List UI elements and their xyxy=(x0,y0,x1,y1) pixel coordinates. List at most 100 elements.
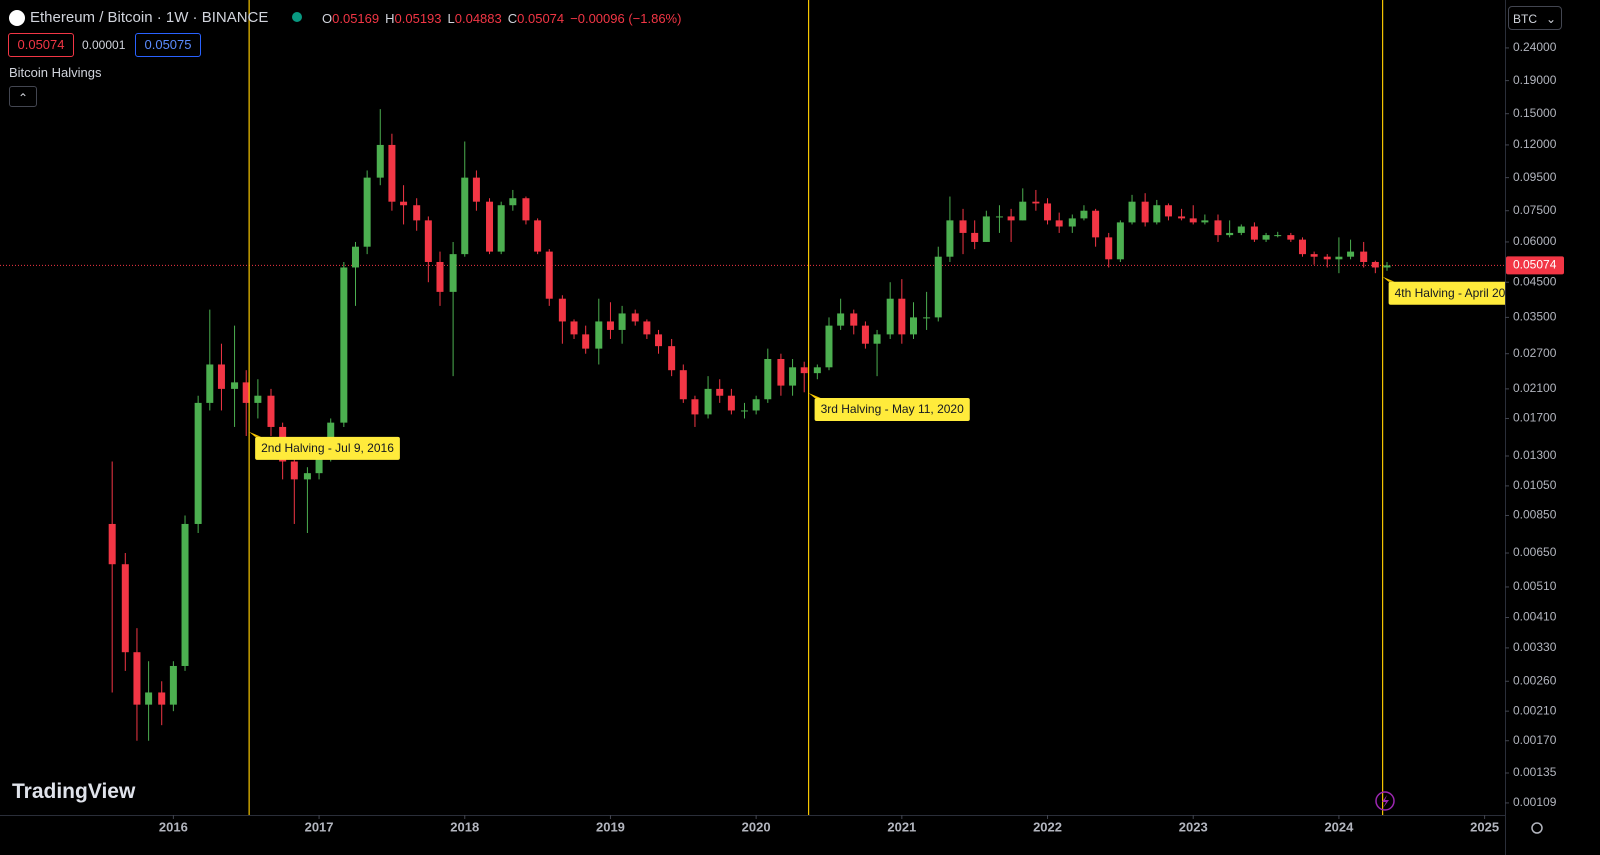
indicator-name[interactable]: Bitcoin Halvings xyxy=(9,65,102,80)
axes: 0.24000 0.19000 0.15000 0.12000 0.09500 0.075… xyxy=(159,40,1564,834)
candle-body xyxy=(1323,256,1331,260)
annotation-box xyxy=(814,397,970,421)
y-tick-label: 0.00170 xyxy=(1513,733,1557,747)
y-tick-label: 0.01700 xyxy=(1513,411,1557,425)
symbol-title[interactable]: Ethereum / Bitcoin · 1W · BINANCE xyxy=(30,9,269,26)
y-tick-label: 0.00330 xyxy=(1513,640,1557,654)
candle-body xyxy=(486,201,494,252)
candle-body xyxy=(1044,203,1052,221)
sell-button[interactable]: 0.05074 xyxy=(8,33,74,57)
y-tick-label: 0.00510 xyxy=(1513,579,1557,593)
last-price-label: 0.05074 xyxy=(1513,258,1557,272)
candle-body xyxy=(1019,201,1027,221)
candle-body xyxy=(145,692,153,705)
status-dot xyxy=(292,12,302,22)
candle-body xyxy=(982,216,990,242)
candle-body xyxy=(217,364,225,389)
annotation-label: 2nd Halving - Jul 9, 2016 xyxy=(261,441,394,455)
candle-body xyxy=(388,144,396,202)
candle-body xyxy=(1092,210,1100,238)
candle-body xyxy=(121,564,129,653)
candle-body xyxy=(971,232,979,242)
y-tick-label: 0.00850 xyxy=(1513,508,1557,522)
candle-body xyxy=(1274,235,1282,237)
candle-body xyxy=(1237,226,1245,233)
candle-body xyxy=(959,220,967,233)
candle-body xyxy=(108,523,116,565)
y-tick-label: 0.04500 xyxy=(1513,274,1557,288)
candle-body xyxy=(789,367,797,386)
candle-body xyxy=(181,523,189,666)
ohlc-value: 0.05074 xyxy=(517,11,565,26)
candle-body xyxy=(1371,261,1379,268)
candle-body xyxy=(545,251,553,299)
candle-body xyxy=(1335,256,1343,260)
currency-select[interactable]: BTC ⌄ xyxy=(1508,6,1562,30)
dropdown-arrow: ⌄ xyxy=(1545,12,1556,26)
x-tick-label: 2024 xyxy=(1324,819,1354,834)
candle-body xyxy=(606,321,614,330)
y-tick-label: 0.15000 xyxy=(1513,106,1557,120)
buy-button[interactable]: 0.05075 xyxy=(135,33,201,57)
candle-body xyxy=(133,652,141,705)
candle-body xyxy=(643,321,651,335)
candle-body xyxy=(691,399,699,415)
candle-body xyxy=(837,313,845,326)
settings-icon[interactable] xyxy=(1531,822,1543,834)
x-tick-label: 2018 xyxy=(450,819,479,834)
candle-body xyxy=(1262,235,1270,240)
candle-body xyxy=(946,220,954,257)
x-tick-label: 2025 xyxy=(1470,819,1499,834)
candle-body xyxy=(752,399,760,411)
candle-body xyxy=(1310,254,1318,257)
plot-area: 2nd Halving - Jul 9, 2016 3rd Halving - M… xyxy=(0,0,1505,815)
y-tick-label: 0.03500 xyxy=(1513,310,1557,324)
candle-body xyxy=(1250,226,1258,240)
candle-body xyxy=(1214,220,1222,236)
y-tick-label: 0.00260 xyxy=(1513,673,1557,687)
candle-body xyxy=(558,298,566,322)
logo: TradingView xyxy=(12,780,136,803)
candle-body xyxy=(267,395,275,427)
candle-body xyxy=(1360,251,1368,262)
candle-body xyxy=(679,370,687,400)
x-tick-label: 2016 xyxy=(159,819,188,834)
candle-body xyxy=(1298,239,1306,255)
last-price-box xyxy=(1506,256,1564,275)
ohlc-value: 0.04883 xyxy=(454,11,502,26)
candle-body xyxy=(1287,235,1295,240)
candle-body xyxy=(1128,201,1136,223)
alert-bolt xyxy=(1382,795,1389,808)
alert-icon[interactable] xyxy=(1375,791,1395,811)
candle-body xyxy=(315,456,323,474)
candle-body xyxy=(376,144,384,178)
annotation-label: 3rd Halving - May 11, 2020 xyxy=(821,402,965,416)
candle-body xyxy=(1032,201,1040,204)
candle-body xyxy=(231,382,239,389)
symbol-icon xyxy=(9,10,25,26)
y-tick-label: 0.07500 xyxy=(1513,203,1557,217)
y-tick-label: 0.19000 xyxy=(1513,73,1557,87)
candle-body xyxy=(1383,265,1391,268)
annotation-box xyxy=(255,436,400,460)
candle-body xyxy=(1178,216,1186,219)
collapse-button[interactable]: ⌃ xyxy=(9,86,37,107)
candle-body xyxy=(1201,220,1209,223)
ohlc-value: 0.05169 xyxy=(332,11,380,26)
candle-body xyxy=(923,317,931,319)
y-tick-label: 0.09500 xyxy=(1513,170,1557,184)
candle-body xyxy=(1080,210,1088,219)
candle-body xyxy=(764,358,772,400)
candle-body xyxy=(1153,205,1161,223)
candle-body xyxy=(995,216,1003,218)
candle-body xyxy=(1116,222,1124,260)
candle-body xyxy=(850,313,858,326)
candle-body xyxy=(740,410,748,412)
candle-body xyxy=(1189,218,1197,223)
ohlc-key: O xyxy=(322,11,333,26)
candle-body xyxy=(534,220,542,252)
candle-body xyxy=(825,325,833,368)
change: −0.00096 (−1.86%) xyxy=(570,11,682,26)
y-tick-label: 0.01050 xyxy=(1513,478,1557,492)
